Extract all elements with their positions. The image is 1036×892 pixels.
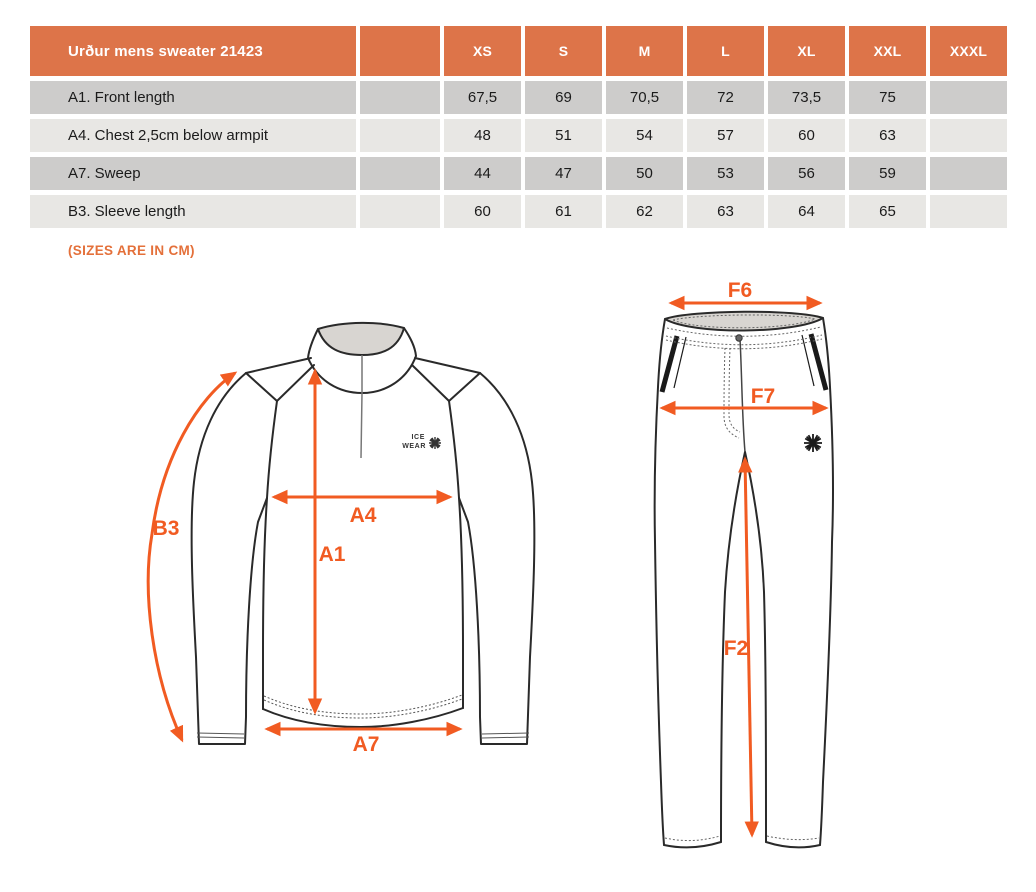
value-cell: 53	[687, 157, 764, 190]
value-cell: 47	[525, 157, 602, 190]
sweater-zipper-line	[360, 355, 363, 459]
size-table: Urður mens sweater 21423 XS S M L XL XXL…	[30, 26, 1007, 228]
header-empty-cell	[360, 26, 440, 76]
pants-arrows	[659, 295, 829, 838]
snowflake-icon	[429, 437, 441, 449]
value-cell: 63	[687, 195, 764, 228]
right-pocket	[808, 333, 829, 391]
pants-pockets	[659, 333, 829, 393]
value-cell: 50	[606, 157, 683, 190]
pants-center-seam	[739, 338, 746, 453]
value-cell: 54	[606, 119, 683, 152]
header-size-s: S	[525, 26, 602, 76]
logo-text-line1: ICE	[412, 434, 425, 441]
b3-label: B3	[153, 517, 180, 540]
value-cell: 67,5	[444, 81, 521, 114]
f2-label: F2	[724, 637, 749, 660]
empty-cell	[360, 157, 440, 190]
value-cell: 60	[444, 195, 521, 228]
f6-label: F6	[728, 282, 753, 302]
value-cell	[930, 81, 1007, 114]
empty-cell	[360, 119, 440, 152]
row-label-chest: A4. Chest 2,5cm below armpit	[30, 119, 356, 152]
value-cell: 60	[768, 119, 845, 152]
table-title-cell: Urður mens sweater 21423	[30, 26, 356, 76]
value-cell	[930, 119, 1007, 152]
value-cell: 72	[687, 81, 764, 114]
left-pocket	[659, 335, 680, 393]
value-cell: 59	[849, 157, 926, 190]
value-cell: 64	[768, 195, 845, 228]
value-cell: 75	[849, 81, 926, 114]
row-label-sweep: A7. Sweep	[30, 157, 356, 190]
logo-text-line2: WEAR	[402, 443, 426, 450]
waist-button	[735, 334, 743, 342]
empty-cell	[360, 81, 440, 114]
a1-label: A1	[319, 543, 346, 566]
sweater-outline	[190, 327, 536, 745]
a4-label: A4	[350, 504, 377, 527]
header-size-xxxl: XXXL	[930, 26, 1007, 76]
value-cell: 44	[444, 157, 521, 190]
value-cell: 56	[768, 157, 845, 190]
pants-waist-fill	[664, 310, 824, 332]
header-size-m: M	[606, 26, 683, 76]
value-cell: 61	[525, 195, 602, 228]
header-size-xs: XS	[444, 26, 521, 76]
pants-stitching	[664, 314, 823, 842]
value-cell: 70,5	[606, 81, 683, 114]
header-size-xxl: XXL	[849, 26, 926, 76]
header-size-xl: XL	[768, 26, 845, 76]
f7-label: F7	[751, 385, 776, 408]
right-pocket-edge	[801, 334, 815, 387]
value-cell: 69	[525, 81, 602, 114]
units-note: (SIZES ARE IN CM)	[68, 243, 195, 258]
value-cell: 62	[606, 195, 683, 228]
value-cell: 65	[849, 195, 926, 228]
pants-outline	[653, 317, 835, 849]
a7-label: A7	[353, 733, 380, 756]
row-label-front-length: A1. Front length	[30, 81, 356, 114]
value-cell	[930, 157, 1007, 190]
header-size-l: L	[687, 26, 764, 76]
value-cell	[930, 195, 1007, 228]
value-cell: 63	[849, 119, 926, 152]
left-pocket-edge	[673, 336, 687, 389]
sweater-collar-fill	[317, 321, 405, 356]
sweater-arrows	[146, 368, 463, 743]
b3-sleeve-arrow	[146, 371, 238, 743]
row-label-sleeve-length: B3. Sleeve length	[30, 195, 356, 228]
f2-inseam-arrow	[738, 456, 759, 838]
snowflake-icon	[804, 434, 822, 452]
icewear-logo: ICE WEAR	[402, 434, 441, 450]
value-cell: 73,5	[768, 81, 845, 114]
value-cell: 57	[687, 119, 764, 152]
pants-diagram: F6 F7 F2	[653, 282, 835, 849]
empty-cell	[360, 195, 440, 228]
value-cell: 48	[444, 119, 521, 152]
sweater-diagram: ICE WEAR B3 A4 A1 A7	[146, 321, 536, 756]
value-cell: 51	[525, 119, 602, 152]
